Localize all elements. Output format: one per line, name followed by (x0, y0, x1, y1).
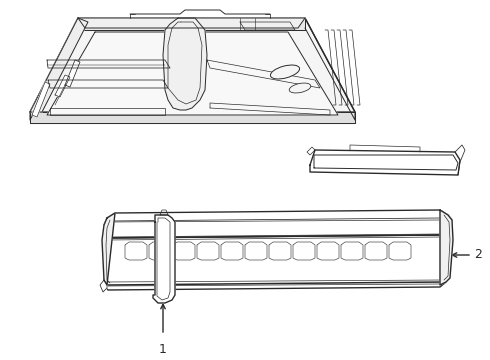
Polygon shape (102, 213, 115, 285)
Polygon shape (153, 215, 175, 303)
Polygon shape (104, 235, 448, 285)
Polygon shape (55, 75, 70, 97)
Ellipse shape (289, 83, 311, 93)
Polygon shape (100, 280, 107, 292)
Text: 1: 1 (159, 343, 167, 356)
Polygon shape (78, 18, 305, 30)
Polygon shape (65, 60, 80, 87)
Ellipse shape (270, 65, 299, 79)
Polygon shape (30, 18, 355, 112)
Text: 3: 3 (135, 270, 143, 283)
Polygon shape (78, 18, 305, 28)
Text: 2: 2 (474, 248, 482, 261)
Polygon shape (30, 112, 355, 123)
Polygon shape (30, 18, 88, 112)
Polygon shape (440, 210, 453, 285)
Polygon shape (163, 18, 207, 110)
Polygon shape (32, 82, 50, 117)
Polygon shape (47, 32, 338, 115)
Polygon shape (310, 150, 460, 175)
